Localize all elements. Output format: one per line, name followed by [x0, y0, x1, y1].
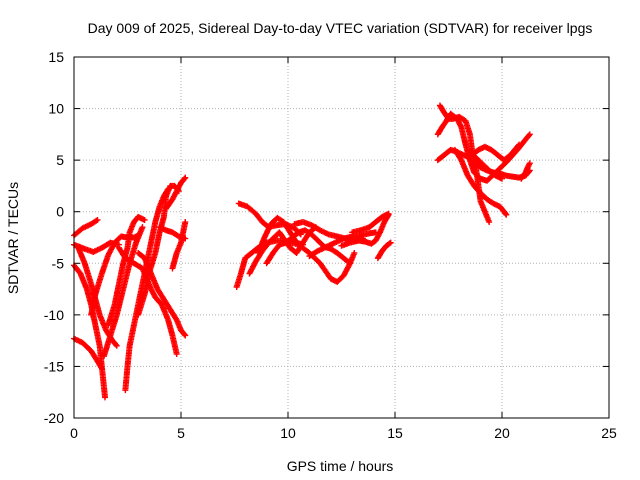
data-point	[141, 216, 148, 223]
data-point	[385, 210, 392, 217]
data-point	[503, 211, 510, 218]
data-point	[499, 175, 505, 182]
series-arc-31	[469, 141, 523, 164]
data-point	[299, 241, 306, 248]
chart-title: Day 009 of 2025, Sidereal Day-to-day VTE…	[88, 20, 593, 36]
series-arc-05	[75, 244, 120, 349]
x-tick-label: 20	[494, 425, 510, 441]
data-point	[182, 332, 189, 339]
data-point	[526, 160, 533, 167]
data-point	[112, 341, 119, 348]
x-tick-label: 5	[177, 425, 185, 441]
x-tick-label: 15	[387, 425, 403, 441]
data-point	[102, 394, 109, 401]
data-point	[113, 342, 120, 349]
series-arc-29	[451, 146, 510, 218]
series-arc-24	[349, 210, 392, 236]
series-arc-09	[105, 213, 148, 329]
data-point	[182, 174, 189, 181]
series-arc-15	[163, 174, 189, 212]
series-arc-01	[71, 216, 101, 239]
y-tick-label: 5	[56, 152, 64, 168]
series-arc-32	[518, 160, 533, 182]
data-point	[525, 132, 532, 139]
data-point	[345, 259, 352, 266]
y-tick-label: 15	[48, 49, 64, 65]
grid	[74, 57, 609, 418]
series-arc-12	[135, 249, 189, 339]
data-point	[351, 249, 358, 256]
y-tick-label: -20	[44, 410, 64, 426]
data-point	[347, 260, 354, 267]
data-series	[71, 102, 533, 401]
x-tick-label: 25	[601, 425, 617, 441]
data-point	[98, 365, 105, 372]
y-tick-label: -10	[44, 307, 64, 323]
data-point	[98, 364, 105, 371]
data-point	[94, 216, 101, 223]
data-point	[516, 141, 523, 148]
plot-frame	[73, 56, 610, 419]
x-tick-label: 0	[70, 425, 78, 441]
x-tick-label: 10	[280, 425, 296, 441]
x-axis-label: GPS time / hours	[287, 458, 394, 474]
y-axis-label: SDTVAR / TECUs	[5, 182, 21, 294]
series-arc-04	[71, 335, 105, 372]
data-point	[173, 351, 180, 358]
series-arc-11	[135, 182, 182, 318]
data-point	[139, 224, 146, 231]
data-point	[486, 219, 493, 226]
data-point	[181, 175, 188, 182]
data-point	[526, 131, 533, 138]
data-point	[182, 219, 189, 226]
series-arc-22	[306, 229, 379, 260]
series-arc-14	[169, 219, 189, 272]
data-point	[502, 210, 509, 217]
data-point	[386, 240, 393, 247]
y-tick-label: -5	[52, 255, 65, 271]
y-tick-label: 10	[48, 101, 64, 117]
y-tick-label: -15	[44, 358, 64, 374]
series-arc-06	[88, 232, 142, 318]
data-point	[93, 217, 100, 224]
data-point	[387, 239, 394, 246]
axis-ticks: 0 5 10 15 20 25 -20 -15 -10 -5 0 5 10 15	[44, 49, 617, 441]
data-point	[515, 142, 522, 149]
y-tick-label: 0	[56, 204, 64, 220]
series-arc-25	[374, 239, 394, 262]
data-point	[181, 331, 188, 338]
series-arc-10	[115, 244, 180, 358]
